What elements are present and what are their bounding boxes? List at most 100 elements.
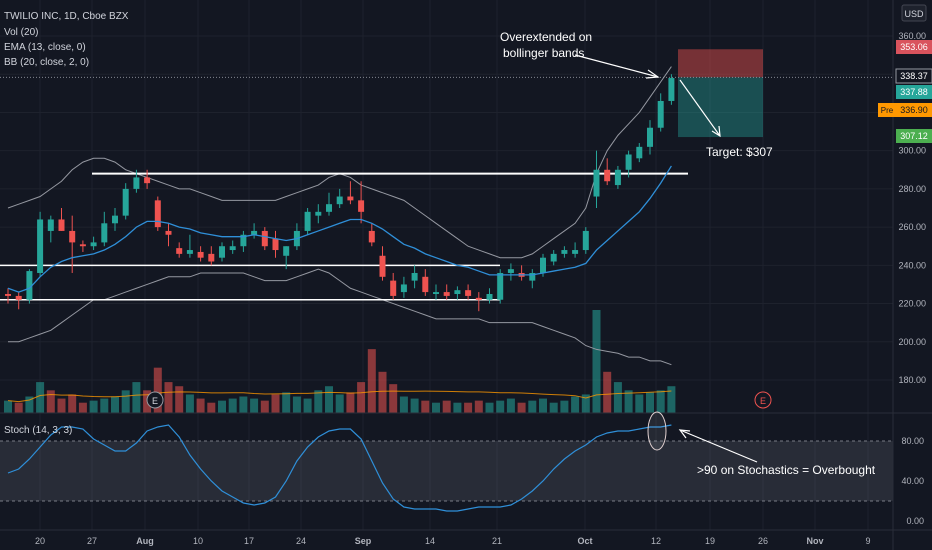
candle-body bbox=[69, 230, 76, 243]
candle-body bbox=[614, 169, 621, 186]
volume-bar bbox=[646, 392, 654, 413]
stoch-axis[interactable]: 80.00 40.00 0.00 bbox=[901, 436, 924, 526]
volume-bar bbox=[25, 396, 34, 413]
indicator-stoch[interactable]: Stoch (14, 3, 3) bbox=[4, 425, 72, 436]
candle-body bbox=[540, 257, 546, 273]
price-tick-label: 300.00 bbox=[898, 146, 926, 156]
candle-body bbox=[647, 127, 653, 147]
volume-bar bbox=[528, 400, 537, 413]
time-tick-label: 26 bbox=[758, 536, 768, 546]
volume-bar bbox=[656, 390, 665, 413]
candle-body bbox=[112, 215, 118, 224]
symbol-title: TWILIO INC, 1D, Cboe BZX bbox=[4, 11, 129, 22]
time-tick-label: 24 bbox=[296, 536, 306, 546]
bb-lower-line bbox=[8, 268, 672, 366]
volume-bar bbox=[410, 398, 419, 413]
candle-body bbox=[497, 272, 504, 300]
annotation-arrow-stoch bbox=[679, 429, 758, 463]
candle-body bbox=[582, 230, 589, 251]
candle-body bbox=[433, 292, 439, 294]
volume-bar bbox=[57, 398, 66, 413]
volume-bar bbox=[185, 394, 194, 413]
currency-button[interactable] bbox=[901, 4, 927, 22]
candle-body bbox=[58, 219, 65, 231]
volume-bar bbox=[292, 396, 301, 413]
volume-bar bbox=[635, 394, 644, 413]
candle-body bbox=[561, 250, 568, 254]
volume-bar bbox=[367, 349, 376, 413]
candle-body bbox=[15, 295, 22, 300]
volume-bar bbox=[432, 402, 440, 413]
time-tick-label: 9 bbox=[865, 536, 870, 546]
price-badge-label: 307.12 bbox=[900, 131, 928, 141]
time-tick-label: Nov bbox=[806, 536, 823, 546]
volume-bar bbox=[613, 382, 622, 413]
stoch-band-fill bbox=[0, 441, 893, 501]
candle-body bbox=[400, 284, 407, 293]
candle-body bbox=[668, 78, 675, 101]
volume-bar bbox=[46, 390, 55, 413]
pre-market-label: Pre bbox=[881, 106, 894, 115]
time-axis[interactable]: 20 27 Aug 10 17 24 Sep 14 21 Oct 12 19 26 Nov 9 bbox=[35, 536, 871, 546]
annotation-arrowhead-bollinger bbox=[645, 69, 660, 79]
indicator-bb[interactable]: BB (20, close, 2, 0) bbox=[4, 57, 89, 68]
candles bbox=[5, 74, 675, 312]
price-tick-label: 240.00 bbox=[898, 260, 926, 270]
volume-bar bbox=[260, 400, 269, 413]
volume-bar bbox=[282, 392, 291, 413]
indicator-vol[interactable]: Vol (20) bbox=[4, 27, 38, 38]
indicator-ema[interactable]: EMA (13, close, 0) bbox=[4, 42, 86, 53]
candle-body bbox=[379, 255, 386, 277]
ema-line bbox=[7, 165, 672, 293]
volume-bar bbox=[4, 400, 12, 413]
candle-body bbox=[5, 294, 11, 296]
volume-bar bbox=[207, 402, 216, 413]
price-badge-label: 338.37 bbox=[900, 71, 928, 81]
volume-bar bbox=[228, 398, 237, 413]
volume-bar bbox=[14, 402, 23, 413]
price-badge-label: 336.90 bbox=[900, 105, 928, 115]
candle-body bbox=[550, 253, 557, 262]
stoch-line bbox=[7, 424, 672, 512]
volume-bar bbox=[549, 402, 558, 413]
candle-body bbox=[443, 292, 450, 296]
volume-bar bbox=[667, 386, 676, 413]
stoch-tick-label: 40.00 bbox=[901, 476, 924, 486]
candle-body bbox=[475, 297, 482, 300]
volume-bar bbox=[68, 394, 77, 413]
volume-ma-line bbox=[7, 390, 672, 403]
stoch-overbought-circle bbox=[647, 411, 667, 451]
volume-bar bbox=[89, 400, 98, 413]
candle-body bbox=[390, 280, 397, 296]
candle-body bbox=[304, 211, 311, 231]
stop-loss-zone bbox=[678, 49, 763, 78]
price-axis[interactable]: 360.00340.00320.00300.00280.00260.00240.… bbox=[878, 31, 932, 385]
volume-bar bbox=[592, 310, 601, 413]
candle-body bbox=[133, 177, 140, 189]
price-tick-label: 200.00 bbox=[898, 337, 926, 347]
volume-bar bbox=[389, 384, 398, 413]
price-tick-label: 220.00 bbox=[898, 299, 926, 309]
earnings-marker-nov[interactable] bbox=[754, 391, 772, 409]
price-tick-label: 180.00 bbox=[898, 375, 926, 385]
volume-bar bbox=[560, 400, 569, 413]
annotation-arrow-bollinger bbox=[574, 54, 659, 78]
volume-bar bbox=[175, 386, 184, 413]
volume-bar bbox=[196, 398, 205, 413]
pre-market-badge bbox=[878, 103, 896, 117]
price-badge bbox=[895, 68, 932, 84]
candle-body bbox=[79, 244, 86, 247]
volume-bar bbox=[111, 396, 119, 413]
annotation-bollinger-line1: Overextended on bbox=[500, 30, 592, 44]
volume-bar bbox=[517, 402, 526, 413]
time-tick-label: 27 bbox=[87, 536, 97, 546]
time-tick-label: 12 bbox=[651, 536, 661, 546]
candle-body bbox=[144, 177, 151, 184]
price-badge bbox=[896, 129, 932, 143]
annotation-bollinger-line2: bollinger bands bbox=[503, 46, 584, 60]
candle-body bbox=[101, 223, 108, 243]
candle-body bbox=[176, 248, 183, 254]
time-tick-label: 17 bbox=[244, 536, 254, 546]
earnings-marker-aug[interactable] bbox=[146, 391, 164, 409]
